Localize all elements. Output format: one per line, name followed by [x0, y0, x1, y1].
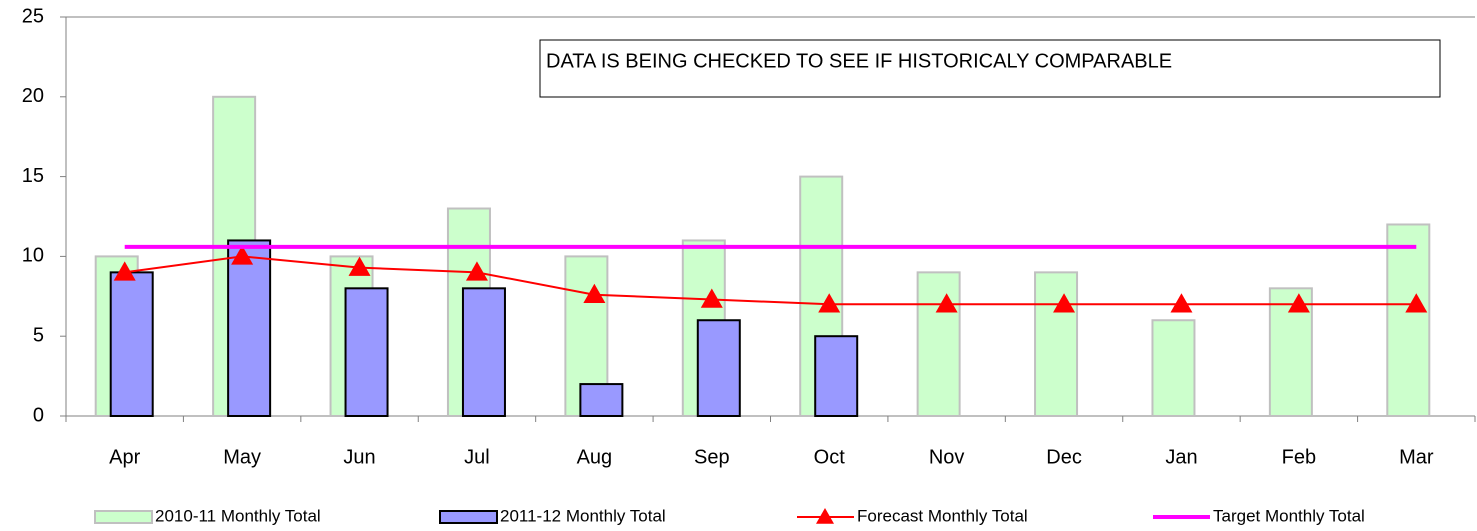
bar	[344, 287, 389, 418]
marker	[818, 293, 841, 313]
x-tick-label: Jul	[464, 446, 490, 468]
bar	[1034, 271, 1079, 417]
legend-swatch	[439, 510, 498, 524]
x-tick-label: Feb	[1282, 446, 1316, 468]
x-tick-label: Dec	[1046, 446, 1082, 468]
marker	[348, 256, 371, 276]
y-tick-label: 15	[22, 165, 44, 187]
x-tick-label: Mar	[1399, 446, 1434, 468]
marker	[583, 283, 606, 303]
annotation: DATA IS BEING CHECKED TO SEE IF HISTORIC…	[546, 50, 1172, 72]
bar	[579, 383, 624, 417]
x-tick-label: Jan	[1165, 446, 1197, 468]
x-tick-label: Sep	[694, 446, 730, 468]
bar	[227, 239, 272, 417]
y-tick-label: 5	[33, 324, 44, 346]
bar	[461, 287, 506, 418]
legend-label: Target Monthly Total	[1213, 506, 1365, 525]
bar	[109, 271, 154, 417]
x-tick-label: May	[223, 446, 261, 468]
bar	[1151, 319, 1196, 417]
bar	[696, 319, 741, 417]
marker	[1170, 293, 1193, 313]
bar	[1386, 223, 1431, 417]
marker	[113, 261, 136, 281]
marker	[935, 293, 958, 313]
bar	[916, 271, 961, 417]
x-tick-label: Apr	[109, 446, 140, 468]
legend-label: 2011-12 Monthly Total	[500, 506, 666, 525]
bar	[814, 335, 859, 418]
marker	[1405, 293, 1428, 313]
y-tick-label: 10	[22, 245, 44, 267]
marker	[1287, 293, 1310, 313]
marker	[231, 245, 254, 265]
legend-swatch	[94, 510, 153, 524]
x-tick-label: Aug	[577, 446, 613, 468]
annotation-box	[539, 39, 1441, 98]
y-tick-label: 0	[33, 404, 44, 426]
legend-label: Forecast Monthly Total	[857, 506, 1028, 525]
line	[124, 255, 1417, 306]
y-tick-label: 25	[22, 5, 44, 27]
x-tick-label: Jun	[343, 446, 375, 468]
marker	[700, 288, 723, 308]
marker	[1053, 293, 1076, 313]
legend-label: 2010-11 Monthly Total	[155, 506, 321, 525]
y-tick-label: 20	[22, 85, 44, 107]
legend-marker	[816, 508, 834, 524]
x-tick-label: Oct	[814, 446, 846, 468]
marker	[465, 261, 488, 281]
x-tick-label: Nov	[929, 446, 965, 468]
